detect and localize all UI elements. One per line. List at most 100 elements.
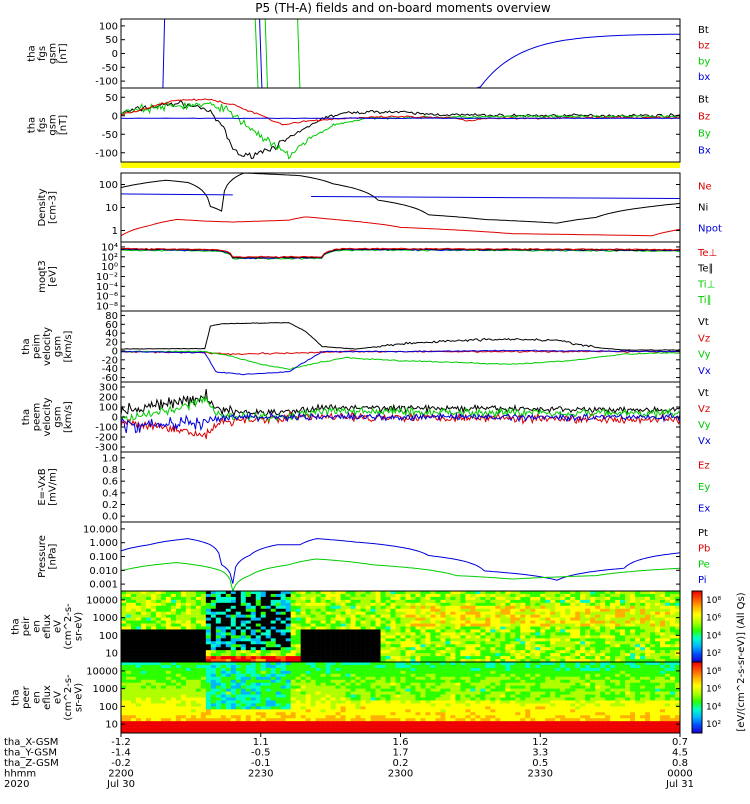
plot-area-fgs [163, 19, 680, 88]
plot-area-peim [121, 323, 680, 375]
x-tick-value: 2200 [108, 769, 133, 780]
y-tick-label: 0.8 [102, 465, 118, 476]
legend-entry: Vy [698, 350, 711, 361]
panel-frame-fgs [121, 19, 680, 88]
colorbar-tick: 10⁴ [706, 702, 721, 712]
npot-line-1 [121, 194, 233, 195]
x-tick-value: -0.2 [111, 758, 131, 769]
y-tick-label: 50 [105, 93, 118, 104]
y-axis-label: tha [11, 618, 22, 634]
colorbar-tick: 10⁸ [706, 667, 721, 677]
panel-frame-density [121, 173, 680, 242]
x-tick-value: 0.7 [672, 737, 688, 748]
colorbar-lower [692, 662, 702, 733]
x-tick-value: -1.4 [111, 748, 131, 759]
pi-line [121, 539, 680, 584]
x-axis-row-label: tha_Z-GSM [4, 758, 59, 769]
x-axis-row-label: tha_Y-GSM [4, 748, 57, 759]
x-axis-labels: tha_X-GSMtha_Y-GSMtha_Z-GSMhhmm2020-1.2-… [4, 733, 694, 790]
y-tick-label: -100 [95, 148, 118, 159]
x-tick-value: 1.7 [393, 748, 409, 759]
panel-frame-efield [121, 452, 680, 522]
y-axis-label: Pressure [37, 535, 48, 578]
y-tick-label: 10 [105, 203, 118, 214]
y-tick-label: 0.100 [89, 552, 118, 563]
y-tick-label: -50 [102, 63, 118, 74]
y-tick-label: -300 [95, 443, 118, 454]
bx-spike-2 [260, 19, 262, 88]
colorbar-tick: 10⁸ [706, 596, 721, 606]
y-tick-label: -50 [102, 130, 118, 141]
temp-line-0 [121, 250, 680, 260]
x-tick-value: 1.2 [532, 737, 548, 748]
y-tick-label: 1000 [93, 684, 118, 695]
y-tick-label: -100 [95, 77, 118, 88]
y-tick-label: 0 [112, 111, 118, 122]
x-tick-value: 3.3 [532, 748, 548, 759]
y-tick-label: 100 [99, 702, 118, 713]
legend-entry: Ey [698, 482, 710, 493]
legend-entry: Vx [698, 366, 711, 377]
panel-pressure: 10.0001.0000.1000.0100.001Pressure[nPa]P… [37, 522, 711, 591]
y-tick-label: 100 [99, 180, 118, 191]
panel-frame-pressure [121, 522, 680, 591]
pe-line [121, 559, 680, 591]
legend-entry: Bz [698, 112, 710, 123]
y-axis-label: eV [53, 691, 64, 704]
legend-entry: Pi [698, 575, 707, 586]
y-tick-label: 50 [105, 35, 118, 46]
colorbar-tick: 10² [706, 649, 721, 659]
plot-area-density [121, 173, 680, 236]
y-axis-label: eV [53, 620, 64, 633]
y-tick-label: 0.001 [89, 580, 118, 591]
colorbar-upper [692, 591, 702, 662]
y-axis-label: en [32, 691, 43, 704]
legend-entry: Npot [698, 224, 722, 235]
by-spike-3 [298, 19, 300, 88]
y-axis-label: E=-VxB [37, 468, 48, 505]
vx-line [121, 350, 680, 375]
legend-entry: bz [698, 41, 710, 52]
legend-entry: Pe [698, 559, 710, 570]
legend-entry: Te⊥ [697, 248, 717, 259]
y-tick-label: 10.000 [83, 524, 118, 535]
legend-entry: Ni [698, 203, 708, 214]
x-tick-value: 2300 [388, 769, 413, 780]
plot-area-pressure [121, 539, 680, 591]
y-axis-label: [nT] [58, 115, 69, 135]
y-axis-label: fgs [37, 46, 48, 61]
by-spike-1 [255, 19, 258, 88]
y-axis-label: fgs [37, 117, 48, 132]
npot-line-2 [311, 197, 680, 199]
y-tick-label: 10000 [86, 666, 118, 677]
y-axis-label: gsm [53, 406, 64, 427]
legend-entry: Bt [698, 95, 709, 106]
y-axis-label: peer [21, 685, 32, 709]
legend-entry: by [698, 56, 710, 67]
legend-entry: Te∥ [697, 264, 714, 275]
y-axis-label: sr-eV) [74, 683, 85, 712]
y-axis-label: [nPa] [47, 543, 58, 569]
legend-entry: Ti∥ [697, 295, 712, 306]
legend-entry: Vz [698, 333, 710, 344]
y-tick-label: 0.4 [102, 488, 118, 499]
x-tick-value: 0.5 [532, 758, 548, 769]
x-tick-value: -1.2 [111, 737, 131, 748]
y-tick-label: 0.010 [89, 566, 118, 577]
legend-entry: Bt [698, 25, 709, 36]
y-tick-label: 0.2 [102, 500, 118, 511]
x-tick-value: -0.1 [251, 758, 271, 769]
legend-entry: Ti⊥ [697, 279, 715, 290]
quality-flag-bar [121, 162, 680, 168]
plot-area-peir [121, 591, 680, 662]
x-tick-value: -0.5 [251, 748, 271, 759]
y-axis-label: [eV] [47, 266, 58, 287]
colorbar-tick: 10² [706, 720, 721, 730]
